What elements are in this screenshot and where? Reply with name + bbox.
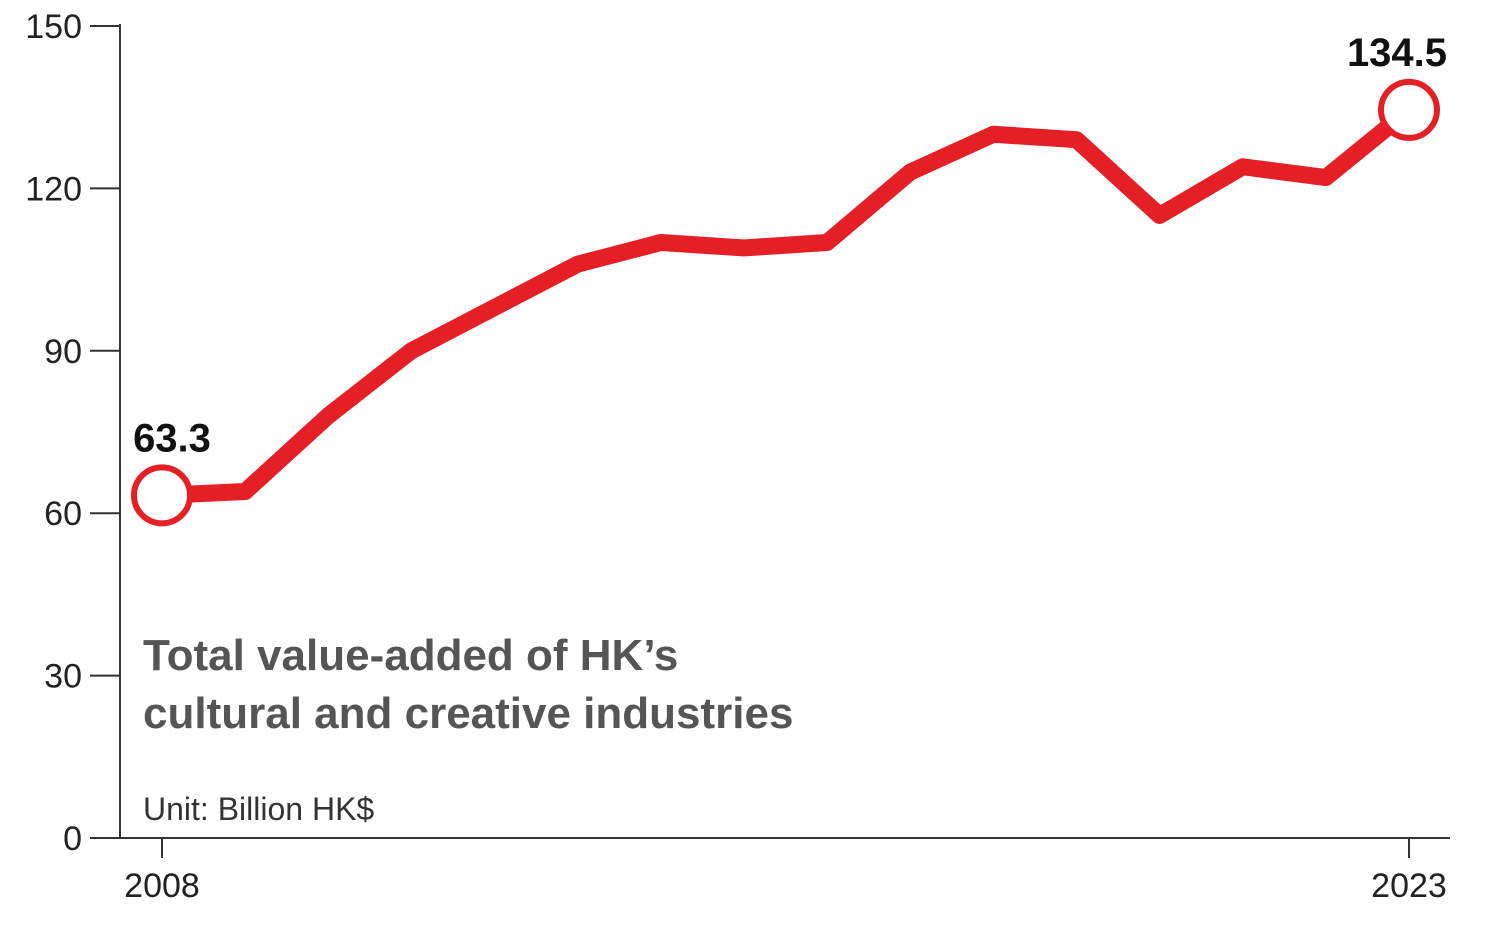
x-tick-label: 2023: [1371, 867, 1447, 905]
y-tick-label: 90: [44, 333, 82, 371]
y-tick-label: 150: [25, 8, 82, 46]
series-line: [153, 101, 1418, 504]
data-point-marker: [131, 464, 193, 527]
x-tick-label: 2008: [124, 867, 200, 905]
chart-title-line-1: Total value-added of HK’s: [143, 631, 678, 680]
unit-label: Unit: Billion HK$: [143, 791, 374, 827]
y-tick-label: 30: [44, 658, 82, 696]
y-tick-label: 0: [63, 820, 82, 858]
chart-title-line-2: cultural and creative industries: [143, 689, 793, 738]
annotation-group: 63.3 134.5: [131, 31, 1447, 527]
y-tick-label: 120: [25, 170, 82, 208]
data-point-marker: [1378, 78, 1440, 141]
data-label: 134.5: [1347, 31, 1447, 75]
series-group: [153, 101, 1418, 504]
x-axis-ticks: 2008 2023: [124, 838, 1447, 905]
y-tick-label: 60: [44, 495, 82, 533]
data-label: 63.3: [133, 416, 211, 460]
y-axis-ticks: 0 30 60 90 120 150: [25, 8, 120, 858]
